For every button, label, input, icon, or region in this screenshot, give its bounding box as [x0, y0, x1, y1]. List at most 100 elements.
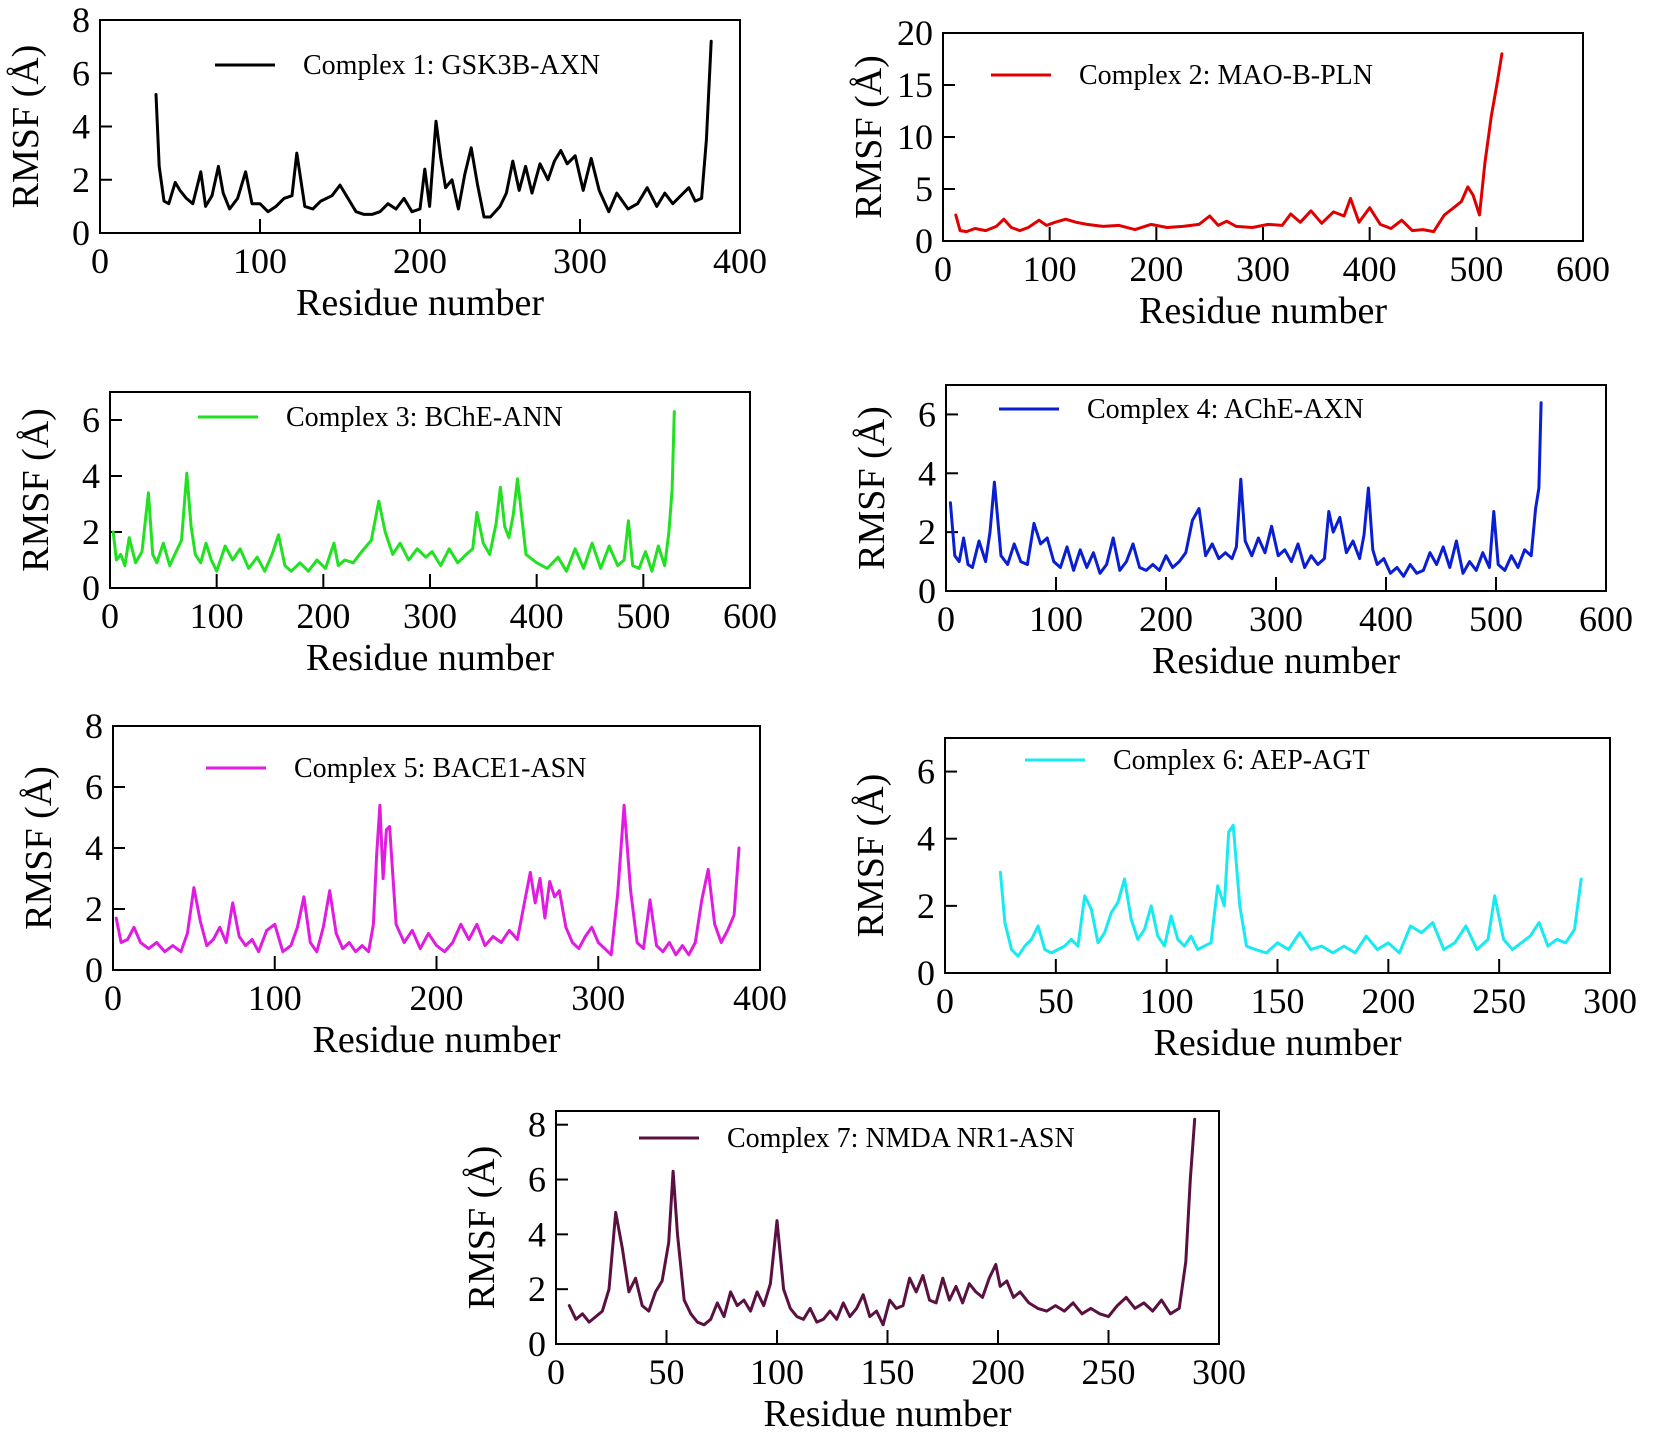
y-tick-label: 4 — [917, 819, 935, 859]
y-axis-title: RMSF (Å) — [18, 766, 60, 930]
y-tick-label: 4 — [72, 107, 90, 147]
x-tick-label: 200 — [393, 241, 447, 281]
rmsf-series-line — [948, 401, 1543, 578]
x-tick-label: 50 — [1038, 981, 1074, 1021]
chart-panel-7: 0 50 100 150 200 250 300 0 2 4 6 8 Residue number RMS… — [461, 1105, 1246, 1435]
y-tick-label: 2 — [85, 889, 103, 929]
y-tick-label: 8 — [528, 1105, 546, 1145]
x-axis-title: Residue number — [1153, 1022, 1401, 1064]
y-axis-title: RMSF (Å) — [851, 406, 893, 570]
x-tick-label: 600 — [723, 596, 777, 636]
y-axis-title: RMSF (Å) — [461, 1146, 503, 1310]
x-tick-label: 0 — [91, 241, 109, 281]
rmsf-series-line — [998, 823, 1583, 958]
chart-panel-1: 0 100 200 300 400 0 2 4 6 8 Residue number RMSF (Å)… — [5, 0, 767, 324]
y-tick-label: 4 — [82, 456, 100, 496]
x-tick-label: 400 — [1359, 599, 1413, 639]
y-tick-label: 6 — [917, 752, 935, 792]
x-tick-label: 100 — [1029, 599, 1083, 639]
y-tick-label: 0 — [72, 213, 90, 253]
legend-label: Complex 3: BChE-ANN — [286, 402, 563, 433]
x-tick-label: 0 — [934, 249, 952, 289]
x-tick-label: 0 — [104, 978, 122, 1018]
rmsf-series-line — [954, 52, 1504, 234]
x-tick-label: 250 — [1082, 1352, 1136, 1392]
legend-label: Complex 5: BACE1-ASN — [294, 753, 586, 784]
y-tick-label: 2 — [918, 512, 936, 552]
chart-panel-5: 0 100 200 300 400 0 2 4 6 8 Residue number RMSF (Å)… — [18, 706, 787, 1061]
x-tick-label: 500 — [616, 596, 670, 636]
legend-label: Complex 1: GSK3B-AXN — [303, 50, 600, 81]
y-tick-label: 0 — [85, 950, 103, 990]
x-tick-label: 100 — [750, 1352, 804, 1392]
y-tick-label: 15 — [897, 65, 933, 105]
y-tick-label: 6 — [72, 53, 90, 93]
x-tick-label: 400 — [510, 596, 564, 636]
x-tick-label: 50 — [649, 1352, 685, 1392]
y-tick-label: 4 — [85, 828, 103, 868]
x-tick-label: 200 — [410, 978, 464, 1018]
legend-label: Complex 2: MAO-B-PLN — [1079, 60, 1373, 91]
y-tick-label: 5 — [915, 169, 933, 209]
y-axis-title: RMSF (Å) — [850, 774, 892, 938]
y-tick-label: 6 — [82, 400, 100, 440]
x-tick-label: 600 — [1579, 599, 1633, 639]
x-tick-label: 150 — [1251, 981, 1305, 1021]
x-tick-label: 300 — [1249, 599, 1303, 639]
x-tick-label: 500 — [1469, 599, 1523, 639]
y-tick-label: 8 — [85, 706, 103, 746]
x-tick-label: 200 — [1129, 249, 1183, 289]
x-axis-title: Residue number — [312, 1019, 560, 1061]
chart-panel-6: 0 50 100 150 200 250 300 0 2 4 6 Residue number RMSF… — [850, 737, 1637, 1064]
x-tick-label: 200 — [296, 596, 350, 636]
y-tick-label: 6 — [918, 394, 936, 434]
x-tick-label: 100 — [190, 596, 244, 636]
y-tick-label: 0 — [82, 568, 100, 608]
x-axis-title: Residue number — [1152, 640, 1400, 682]
y-axis-title: RMSF (Å) — [5, 45, 47, 209]
x-tick-label: 300 — [1192, 1352, 1246, 1392]
x-axis-title: Residue number — [296, 282, 544, 324]
y-tick-label: 20 — [897, 13, 933, 53]
y-tick-label: 6 — [85, 767, 103, 807]
x-tick-label: 100 — [233, 241, 287, 281]
chart-panel-4: 0 100 200 300 400 500 600 0 2 4 6 Residue number RMS… — [851, 384, 1633, 682]
x-tick-label: 600 — [1556, 249, 1610, 289]
x-tick-label: 0 — [937, 599, 955, 639]
x-tick-label: 100 — [248, 978, 302, 1018]
x-tick-label: 0 — [547, 1352, 565, 1392]
chart-panel-3: 0 100 200 300 400 500 600 0 2 4 6 Residue number RMS… — [15, 391, 777, 679]
x-tick-label: 150 — [861, 1352, 915, 1392]
x-axis-title: Residue number — [306, 637, 554, 679]
x-tick-label: 500 — [1449, 249, 1503, 289]
x-tick-label: 200 — [1361, 981, 1415, 1021]
legend-label: Complex 6: AEP-AGT — [1113, 745, 1370, 776]
x-tick-label: 400 — [713, 241, 767, 281]
y-tick-label: 2 — [82, 512, 100, 552]
y-tick-label: 0 — [915, 221, 933, 261]
y-tick-label: 8 — [72, 0, 90, 40]
y-tick-label: 4 — [528, 1214, 546, 1254]
x-tick-label: 300 — [1236, 249, 1290, 289]
x-tick-label: 200 — [971, 1352, 1025, 1392]
x-axis-title: Residue number — [763, 1393, 1011, 1435]
y-axis-title: RMSF (Å) — [848, 55, 890, 219]
x-tick-label: 0 — [101, 596, 119, 636]
y-tick-label: 0 — [917, 953, 935, 993]
y-tick-label: 4 — [918, 453, 936, 493]
x-tick-label: 100 — [1140, 981, 1194, 1021]
legend-label: Complex 7: NMDA NR1-ASN — [727, 1123, 1075, 1154]
x-tick-label: 300 — [571, 978, 625, 1018]
x-tick-label: 300 — [403, 596, 457, 636]
x-tick-label: 0 — [936, 981, 954, 1021]
rmsf-series-line — [154, 39, 713, 219]
y-tick-label: 6 — [528, 1160, 546, 1200]
y-tick-label: 0 — [528, 1324, 546, 1364]
y-tick-label: 10 — [897, 117, 933, 157]
legend-label: Complex 4: AChE-AXN — [1087, 394, 1364, 425]
x-tick-label: 200 — [1139, 599, 1193, 639]
x-tick-label: 100 — [1023, 249, 1077, 289]
x-tick-label: 400 — [1343, 249, 1397, 289]
